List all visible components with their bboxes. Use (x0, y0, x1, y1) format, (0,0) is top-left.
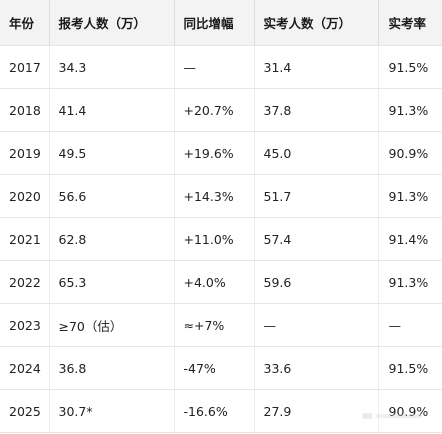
cell-attendance-rate: 91.5% (378, 45, 442, 89)
cell-actual-takers: 51.7 (254, 174, 379, 218)
cell-applicants: 65.3 (49, 260, 175, 304)
header-applicants: 报考人数（万） (49, 0, 175, 46)
cell-attendance-rate: 90.9% (378, 131, 442, 175)
table-row: 2023 ≥70（估） ≈+7% — — (0, 303, 442, 347)
cell-attendance-rate: 90.9% (378, 389, 442, 433)
cell-growth: +14.3% (174, 174, 255, 218)
cell-attendance-rate: 91.3% (378, 88, 442, 132)
cell-year: 2023 (0, 303, 50, 347)
cell-applicants: 36.8 (49, 346, 175, 390)
cell-growth: -47% (174, 346, 255, 390)
cell-applicants: 34.3 (49, 45, 175, 89)
table-row: 2022 65.3 +4.0% 59.6 91.3% (0, 260, 442, 304)
cell-year: 2025 (0, 389, 50, 433)
cell-applicants: 41.4 (49, 88, 175, 132)
cell-actual-takers: 57.4 (254, 217, 379, 261)
cell-applicants: ≥70（估） (49, 303, 175, 347)
cell-applicants: 30.7* (49, 389, 175, 433)
cell-attendance-rate: 91.4% (378, 217, 442, 261)
cell-growth: +11.0% (174, 217, 255, 261)
cell-actual-takers: 31.4 (254, 45, 379, 89)
watermark-logo-icon (362, 413, 422, 419)
table-row: 2020 56.6 +14.3% 51.7 91.3% (0, 174, 442, 218)
table-row: 2019 49.5 +19.6% 45.0 90.9% (0, 131, 442, 175)
cell-year: 2017 (0, 45, 50, 89)
cell-growth: -16.6% (174, 389, 255, 433)
cell-year: 2021 (0, 217, 50, 261)
cell-growth: — (174, 45, 255, 89)
cell-year: 2019 (0, 131, 50, 175)
cell-year: 2018 (0, 88, 50, 132)
cell-actual-takers: 27.9 (254, 389, 379, 433)
cell-applicants: 49.5 (49, 131, 175, 175)
header-attendance-rate: 实考率 (378, 0, 442, 46)
cell-year: 2022 (0, 260, 50, 304)
cell-actual-takers: 59.6 (254, 260, 379, 304)
cell-growth: +4.0% (174, 260, 255, 304)
cell-growth: ≈+7% (174, 303, 255, 347)
cell-actual-takers: 37.8 (254, 88, 379, 132)
cell-attendance-rate: 91.5% (378, 346, 442, 390)
cell-applicants: 62.8 (49, 217, 175, 261)
cell-attendance-rate: 91.3% (378, 174, 442, 218)
table-row: 2025 30.7* -16.6% 27.9 90.9% (0, 389, 442, 433)
cell-attendance-rate: 91.3% (378, 260, 442, 304)
cell-growth: +20.7% (174, 88, 255, 132)
table-row: 2018 41.4 +20.7% 37.8 91.3% (0, 88, 442, 132)
cell-actual-takers: 45.0 (254, 131, 379, 175)
cell-attendance-rate: — (378, 303, 442, 347)
header-growth: 同比增幅 (174, 0, 255, 46)
cell-actual-takers: — (254, 303, 379, 347)
table-row: 2024 36.8 -47% 33.6 91.5% (0, 346, 442, 390)
cell-applicants: 56.6 (49, 174, 175, 218)
cell-growth: +19.6% (174, 131, 255, 175)
table-header: 年份 报考人数（万） 同比增幅 实考人数（万） 实考率 (0, 0, 442, 46)
table-body: 2017 34.3 — 31.4 91.5% 2018 41.4 +20.7% … (0, 45, 442, 433)
cell-actual-takers: 33.6 (254, 346, 379, 390)
cell-year: 2024 (0, 346, 50, 390)
table-row: 2021 62.8 +11.0% 57.4 91.4% (0, 217, 442, 261)
header-row: 年份 报考人数（万） 同比增幅 实考人数（万） 实考率 (0, 0, 442, 46)
header-year: 年份 (0, 0, 50, 46)
cell-year: 2020 (0, 174, 50, 218)
table-row: 2017 34.3 — 31.4 91.5% (0, 45, 442, 89)
header-actual-takers: 实考人数（万） (254, 0, 379, 46)
